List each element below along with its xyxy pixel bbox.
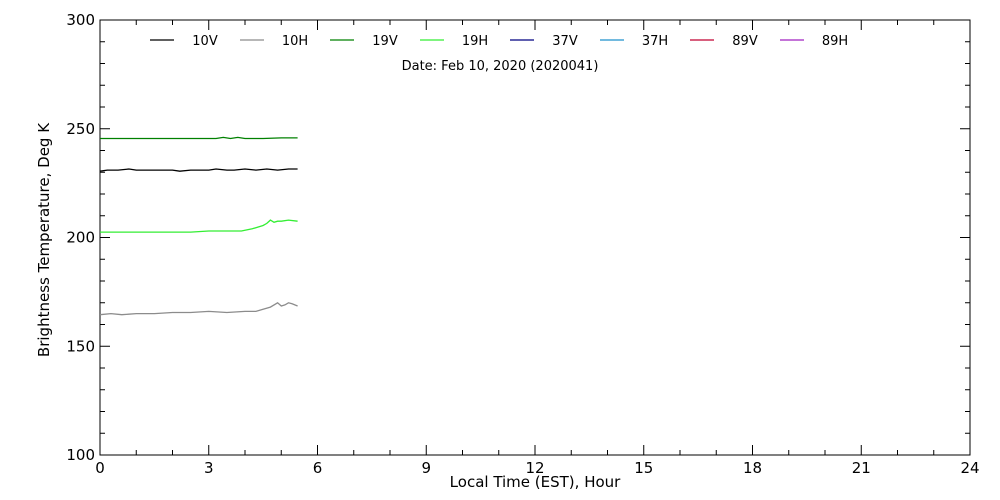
y-tick-label: 100 (66, 446, 95, 464)
legend-item-89h: 89H (780, 34, 848, 49)
y-tick-label: 250 (66, 120, 95, 138)
plot-frame (99, 19, 971, 456)
date-annotation: Date: Feb 10, 2020 (2020041) (402, 59, 599, 74)
axis-tick-labels: 0 3 6 9 12 15 18 21 24 100 150 200 250 300 (66, 11, 979, 477)
legend-item-37v: 37V (510, 34, 578, 49)
x-tick-label: 24 (960, 459, 979, 477)
legend-item-19h: 19H (420, 34, 488, 49)
x-tick-label: 15 (634, 459, 653, 477)
series-line-19v (100, 136, 298, 140)
legend-item-10h: 10H (240, 34, 308, 49)
x-tick-label: 0 (95, 459, 105, 477)
axis-ticks (99, 19, 971, 456)
y-tick-label: 200 (66, 229, 95, 247)
x-tick-label: 21 (852, 459, 871, 477)
series-line-10v (99, 168, 298, 172)
legend-label: 89H (822, 34, 848, 49)
x-tick-label: 6 (313, 459, 323, 477)
legend-label: 19V (372, 34, 398, 49)
legend-label: 19H (462, 34, 488, 49)
x-tick-label: 9 (421, 459, 431, 477)
series-line-19h (100, 219, 298, 233)
series-lines (99, 136, 298, 316)
legend-item-37h: 37H (600, 34, 668, 49)
legend-label: 10H (282, 34, 308, 49)
x-tick-label: 18 (743, 459, 762, 477)
series-line-10h (99, 302, 298, 316)
legend-item-10v: 10V (150, 34, 218, 49)
legend-label: 89V (732, 34, 758, 49)
x-tick-label: 3 (204, 459, 214, 477)
x-axis-label: Local Time (EST), Hour (450, 473, 621, 491)
y-axis-label: Brightness Temperature, Deg K (35, 122, 53, 357)
y-tick-label: 300 (66, 11, 95, 29)
y-tick-label: 150 (66, 337, 95, 355)
legend-label: 10V (192, 34, 218, 49)
legend-item-19v: 19V (330, 34, 398, 49)
legend-label: 37V (552, 34, 578, 49)
x-tick-label: 12 (525, 459, 544, 477)
legend-item-89v: 89V (690, 34, 758, 49)
legend: 10V 10H 19V 19H 37V 37H 89V 89H (150, 34, 848, 49)
legend-label: 37H (642, 34, 668, 49)
